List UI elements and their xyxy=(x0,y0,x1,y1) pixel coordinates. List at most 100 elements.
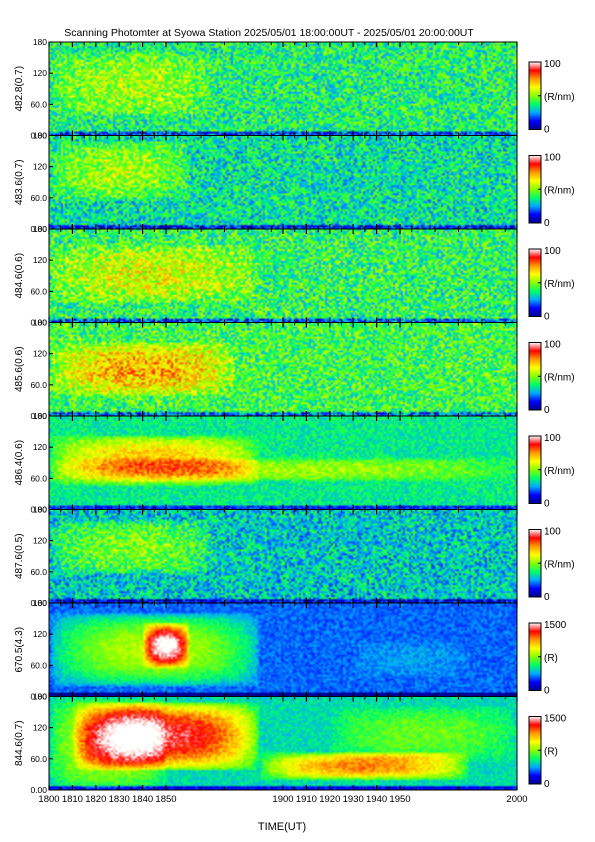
colorbar-max-label: 100 xyxy=(544,340,561,351)
y-tick-label: 120 xyxy=(33,629,47,639)
y-tick-label: 0.00 xyxy=(30,318,47,328)
panel-y-label: 484.6(0.6) xyxy=(14,253,25,299)
panel-6: 0.00 60.0 120 180 487.6(0.5) 100 (R/nm) 0 xyxy=(14,505,575,609)
colorbar-min-label: 0 xyxy=(544,218,550,229)
colorbar-max-label: 1500 xyxy=(544,714,567,725)
x-tick-label: 1800 xyxy=(38,794,59,805)
colorbar-min-label: 0 xyxy=(544,779,550,790)
y-tick-label: 60.0 xyxy=(30,286,47,296)
x-tick-label: 1850 xyxy=(155,794,176,805)
panel-4: 0.00 60.0 120 180 485.6(0.6) 100 (R/nm) 0 xyxy=(14,318,575,422)
panel-heatmap xyxy=(49,135,517,229)
colorbar: 1500 (R) 0 xyxy=(528,714,567,790)
panel-8: 0.00 60.0 120 180 844.6(0.7) 1500 (R) 0 xyxy=(14,692,567,796)
y-tick-label: 180 xyxy=(33,224,47,234)
x-tick-label: 1900 xyxy=(272,794,293,805)
colorbar: 100 (R/nm) 0 xyxy=(528,527,575,603)
colorbar-min-label: 0 xyxy=(544,686,550,697)
colorbar-max-label: 100 xyxy=(544,153,561,164)
colorbar-unit-label: (R/nm) xyxy=(544,559,575,570)
panel-heatmap xyxy=(49,696,517,790)
colorbar: 100 (R/nm) 0 xyxy=(528,433,575,510)
x-tick-label: 1930 xyxy=(343,794,364,805)
y-tick-label: 60.0 xyxy=(30,473,47,483)
colorbar-unit-label: (R/nm) xyxy=(544,92,575,103)
y-tick-label: 120 xyxy=(33,349,47,359)
colorbar: 100 (R/nm) 0 xyxy=(528,153,575,229)
x-tick-label: 1940 xyxy=(366,794,387,805)
y-tick-label: 0.00 xyxy=(30,598,47,608)
y-tick-label: 180 xyxy=(33,318,47,328)
x-tick-label: 1910 xyxy=(296,794,317,805)
panel-group: 0.00 60.0 120 180 482.8(0.7) 100 (R/nm) 0 0.00 60… xyxy=(14,37,575,795)
colorbar-unit-label: (R/nm) xyxy=(544,372,575,383)
panel-3: 0.00 60.0 120 180 484.6(0.6) 100 (R/nm) 0 xyxy=(14,224,575,328)
colorbar-unit-label: (R) xyxy=(544,653,558,664)
y-tick-label: 180 xyxy=(33,505,47,515)
y-tick-label: 0.00 xyxy=(30,785,47,795)
x-tick-label: 1810 xyxy=(62,794,83,805)
y-tick-label: 60.0 xyxy=(30,380,47,390)
panel-y-label: 483.6(0.7) xyxy=(14,159,25,205)
y-tick-label: 180 xyxy=(33,131,47,141)
panel-heatmap xyxy=(49,416,517,510)
colorbar: 100 (R/nm) 0 xyxy=(528,59,575,136)
time-axis: 1800 1810 1820 1830 1840 1850 1900 1910 1920 1930… xyxy=(38,794,527,805)
y-tick-label: 0.00 xyxy=(30,505,47,515)
colorbar: 100 (R/nm) 0 xyxy=(528,340,575,416)
y-tick-label: 60.0 xyxy=(30,193,47,203)
colorbar-min-label: 0 xyxy=(544,592,550,603)
figure-title: Scanning Photomter at Syowa Station 2025… xyxy=(64,27,474,39)
colorbar: 1500 (R) 0 xyxy=(528,620,567,697)
y-tick-label: 180 xyxy=(33,411,47,421)
panel-heatmap xyxy=(49,509,517,603)
y-tick-label: 120 xyxy=(33,442,47,452)
panel-y-label: 486.4(0.6) xyxy=(14,440,25,486)
panel-heatmap xyxy=(49,229,517,323)
y-tick-label: 0.00 xyxy=(30,131,47,141)
colorbar-unit-label: (R/nm) xyxy=(544,279,575,290)
colorbar-unit-label: (R/nm) xyxy=(544,466,575,477)
panel-y-label: 485.6(0.6) xyxy=(14,346,25,392)
x-tick-label: 1840 xyxy=(132,794,153,805)
colorbar-max-label: 1500 xyxy=(544,620,567,631)
y-tick-label: 120 xyxy=(33,255,47,265)
colorbar-unit-label: (R) xyxy=(544,746,558,757)
y-tick-label: 180 xyxy=(33,692,47,702)
x-tick-label: 1920 xyxy=(319,794,340,805)
colorbar-min-label: 0 xyxy=(544,499,550,510)
panel-2: 0.00 60.0 120 180 483.6(0.7) 100 (R/nm) 0 xyxy=(14,131,575,235)
y-tick-label: 0.00 xyxy=(30,224,47,234)
colorbar-min-label: 0 xyxy=(544,405,550,416)
panel-heatmap xyxy=(49,42,517,136)
y-tick-label: 120 xyxy=(33,162,47,172)
y-tick-label: 180 xyxy=(33,37,47,47)
panel-y-label: 670.5(4.3) xyxy=(14,627,25,673)
colorbar-max-label: 100 xyxy=(544,246,561,257)
panel-5: 0.00 60.0 120 180 486.4(0.6) 100 (R/nm) 0 xyxy=(14,411,575,515)
x-tick-label: 1830 xyxy=(109,794,130,805)
colorbar-max-label: 100 xyxy=(544,527,561,538)
y-tick-label: 0.00 xyxy=(30,411,47,421)
colorbar-max-label: 100 xyxy=(544,59,561,70)
y-tick-label: 120 xyxy=(33,536,47,546)
y-tick-label: 60.0 xyxy=(30,660,47,670)
x-tick-label: 1950 xyxy=(389,794,410,805)
panel-7: 0.00 60.0 120 180 670.5(4.3) 1500 (R) 0 xyxy=(14,598,567,702)
colorbar-min-label: 0 xyxy=(544,125,550,136)
y-tick-label: 60.0 xyxy=(30,754,47,764)
y-tick-label: 60.0 xyxy=(30,567,47,577)
x-tick-label: 1820 xyxy=(85,794,106,805)
colorbar-unit-label: (R/nm) xyxy=(544,185,575,196)
y-tick-label: 120 xyxy=(33,68,47,78)
panel-y-label: 487.6(0.5) xyxy=(14,533,25,579)
x-axis-label: TIME(UT) xyxy=(258,821,306,833)
colorbar-min-label: 0 xyxy=(544,312,550,323)
panel-y-label: 844.6(0.7) xyxy=(14,720,25,766)
y-tick-label: 60.0 xyxy=(30,99,47,109)
y-tick-label: 120 xyxy=(33,723,47,733)
y-tick-label: 0.00 xyxy=(30,692,47,702)
x-tick-label: 2000 xyxy=(506,794,527,805)
y-tick-label: 180 xyxy=(33,598,47,608)
